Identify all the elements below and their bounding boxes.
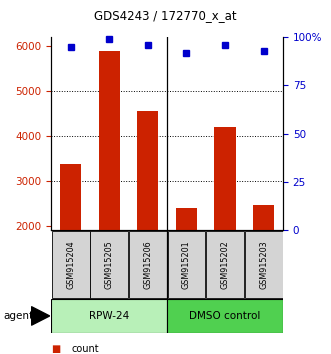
- Polygon shape: [31, 307, 50, 325]
- Bar: [60, 164, 81, 230]
- Text: GSM915204: GSM915204: [66, 240, 75, 289]
- Text: GDS4243 / 172770_x_at: GDS4243 / 172770_x_at: [94, 10, 237, 22]
- Bar: [176, 208, 197, 230]
- Bar: [253, 205, 274, 230]
- Text: DMSO control: DMSO control: [189, 311, 261, 321]
- Bar: [167, 231, 205, 298]
- Text: GSM915206: GSM915206: [143, 240, 152, 289]
- Text: ■: ■: [51, 344, 61, 354]
- Bar: [137, 111, 159, 230]
- Text: agent: agent: [3, 311, 33, 321]
- Text: GSM915202: GSM915202: [220, 240, 230, 289]
- Bar: [99, 51, 120, 230]
- Bar: [90, 231, 128, 298]
- Bar: [214, 127, 236, 230]
- Bar: [51, 299, 167, 333]
- Bar: [167, 299, 283, 333]
- Bar: [129, 231, 167, 298]
- Bar: [245, 231, 283, 298]
- Text: GSM915205: GSM915205: [105, 240, 114, 289]
- Bar: [52, 231, 89, 298]
- Text: GSM915203: GSM915203: [259, 240, 268, 289]
- Text: GSM915201: GSM915201: [182, 240, 191, 289]
- Text: count: count: [71, 344, 99, 354]
- Text: RPW-24: RPW-24: [89, 311, 129, 321]
- Bar: [206, 231, 244, 298]
